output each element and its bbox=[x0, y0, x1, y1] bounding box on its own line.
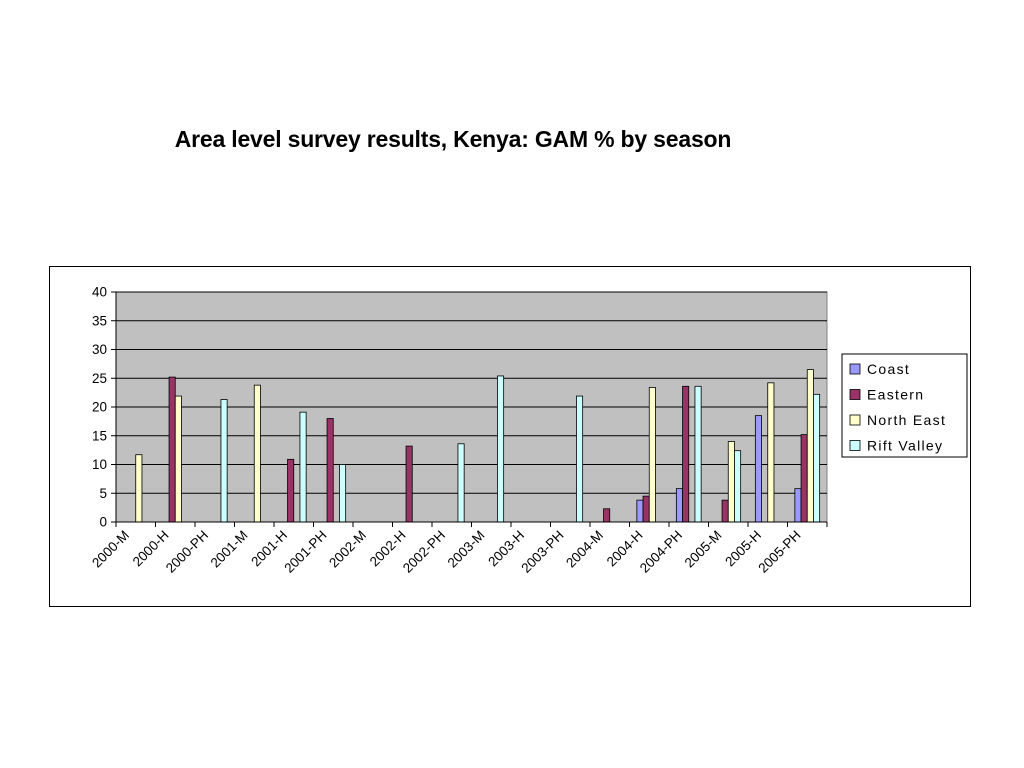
bar-eastern bbox=[168, 376, 176, 523]
legend-label: North East bbox=[867, 412, 946, 428]
legend-label: Eastern bbox=[867, 387, 924, 403]
bar-rift-valley bbox=[457, 443, 465, 523]
bar-eastern bbox=[800, 434, 808, 523]
y-tick-label: 30 bbox=[92, 342, 107, 357]
bar-rift-valley bbox=[576, 395, 584, 523]
x-tick-label: 2001-M bbox=[208, 528, 251, 571]
y-tick-label: 10 bbox=[92, 457, 107, 472]
bar-eastern bbox=[405, 445, 413, 523]
x-tick-label: 2005-PH bbox=[755, 528, 803, 576]
bar-north-east bbox=[253, 384, 261, 523]
bar-eastern bbox=[721, 499, 729, 523]
slide-title: Area level survey results, Kenya: GAM % … bbox=[174, 126, 732, 152]
bar-rift-valley bbox=[220, 399, 228, 523]
x-tick-label: 2000-M bbox=[89, 528, 132, 571]
y-tick-label: 5 bbox=[99, 486, 107, 501]
y-tick-label: 35 bbox=[92, 313, 107, 328]
bar-coast bbox=[636, 499, 644, 523]
x-tick-label: 2004-PH bbox=[637, 528, 685, 576]
chart-frame: 0 5 10 15 20 25 30 35 40 2000-M 2000-H 2000-PH 2001-… bbox=[49, 266, 971, 607]
bar-rift-valley bbox=[497, 375, 505, 523]
bar-rift-valley bbox=[339, 464, 347, 523]
y-tick-label: 25 bbox=[92, 371, 107, 386]
bar-eastern bbox=[642, 495, 650, 523]
legend-swatch bbox=[849, 414, 861, 426]
x-tick-label: 2000-PH bbox=[163, 528, 211, 576]
bar-north-east bbox=[727, 441, 735, 523]
legend-swatch bbox=[849, 389, 861, 400]
bar-eastern bbox=[287, 458, 295, 523]
bar-eastern bbox=[326, 418, 334, 523]
x-tick-label: 2001-PH bbox=[281, 528, 329, 576]
bar-coast bbox=[675, 488, 683, 523]
bar-coast bbox=[754, 415, 762, 523]
bar-eastern bbox=[603, 508, 611, 523]
y-tick-label: 0 bbox=[99, 515, 107, 530]
bar-rift-valley bbox=[734, 450, 742, 523]
legend-box bbox=[841, 353, 968, 458]
y-tick-label: 20 bbox=[92, 400, 107, 415]
legend-label: Coast bbox=[867, 361, 910, 377]
x-tick-label: 2003-M bbox=[445, 528, 488, 571]
legend-swatch bbox=[849, 440, 861, 451]
y-tick-label: 40 bbox=[92, 285, 107, 300]
bar-coast bbox=[794, 488, 802, 523]
bar-north-east bbox=[767, 382, 775, 523]
bar-chart: 05101520253035402000-M2000-H2000-PH2001-… bbox=[89, 285, 968, 576]
x-tick-label: 2004-M bbox=[563, 528, 606, 571]
bar-north-east bbox=[806, 369, 814, 523]
bar-rift-valley bbox=[299, 411, 307, 523]
legend: Coast Eastern North East Rift Valley bbox=[841, 353, 968, 458]
x-tick-label: 2002-PH bbox=[400, 528, 448, 576]
bar-rift-valley bbox=[813, 393, 821, 523]
bar-north-east bbox=[135, 454, 143, 523]
legend-label: Rift Valley bbox=[867, 438, 943, 454]
bar-eastern bbox=[682, 385, 690, 523]
x-tick-label: 2003-PH bbox=[518, 528, 566, 576]
x-tick-label: 2002-M bbox=[326, 528, 369, 571]
bar-rift-valley bbox=[694, 385, 702, 523]
y-tick-label: 15 bbox=[92, 428, 107, 443]
bar-north-east bbox=[648, 387, 656, 523]
axes bbox=[111, 291, 828, 527]
bar-north-east bbox=[174, 395, 182, 523]
gridlines bbox=[116, 291, 827, 494]
legend-swatch bbox=[849, 363, 861, 375]
x-tick-label: 2005-M bbox=[682, 528, 725, 571]
